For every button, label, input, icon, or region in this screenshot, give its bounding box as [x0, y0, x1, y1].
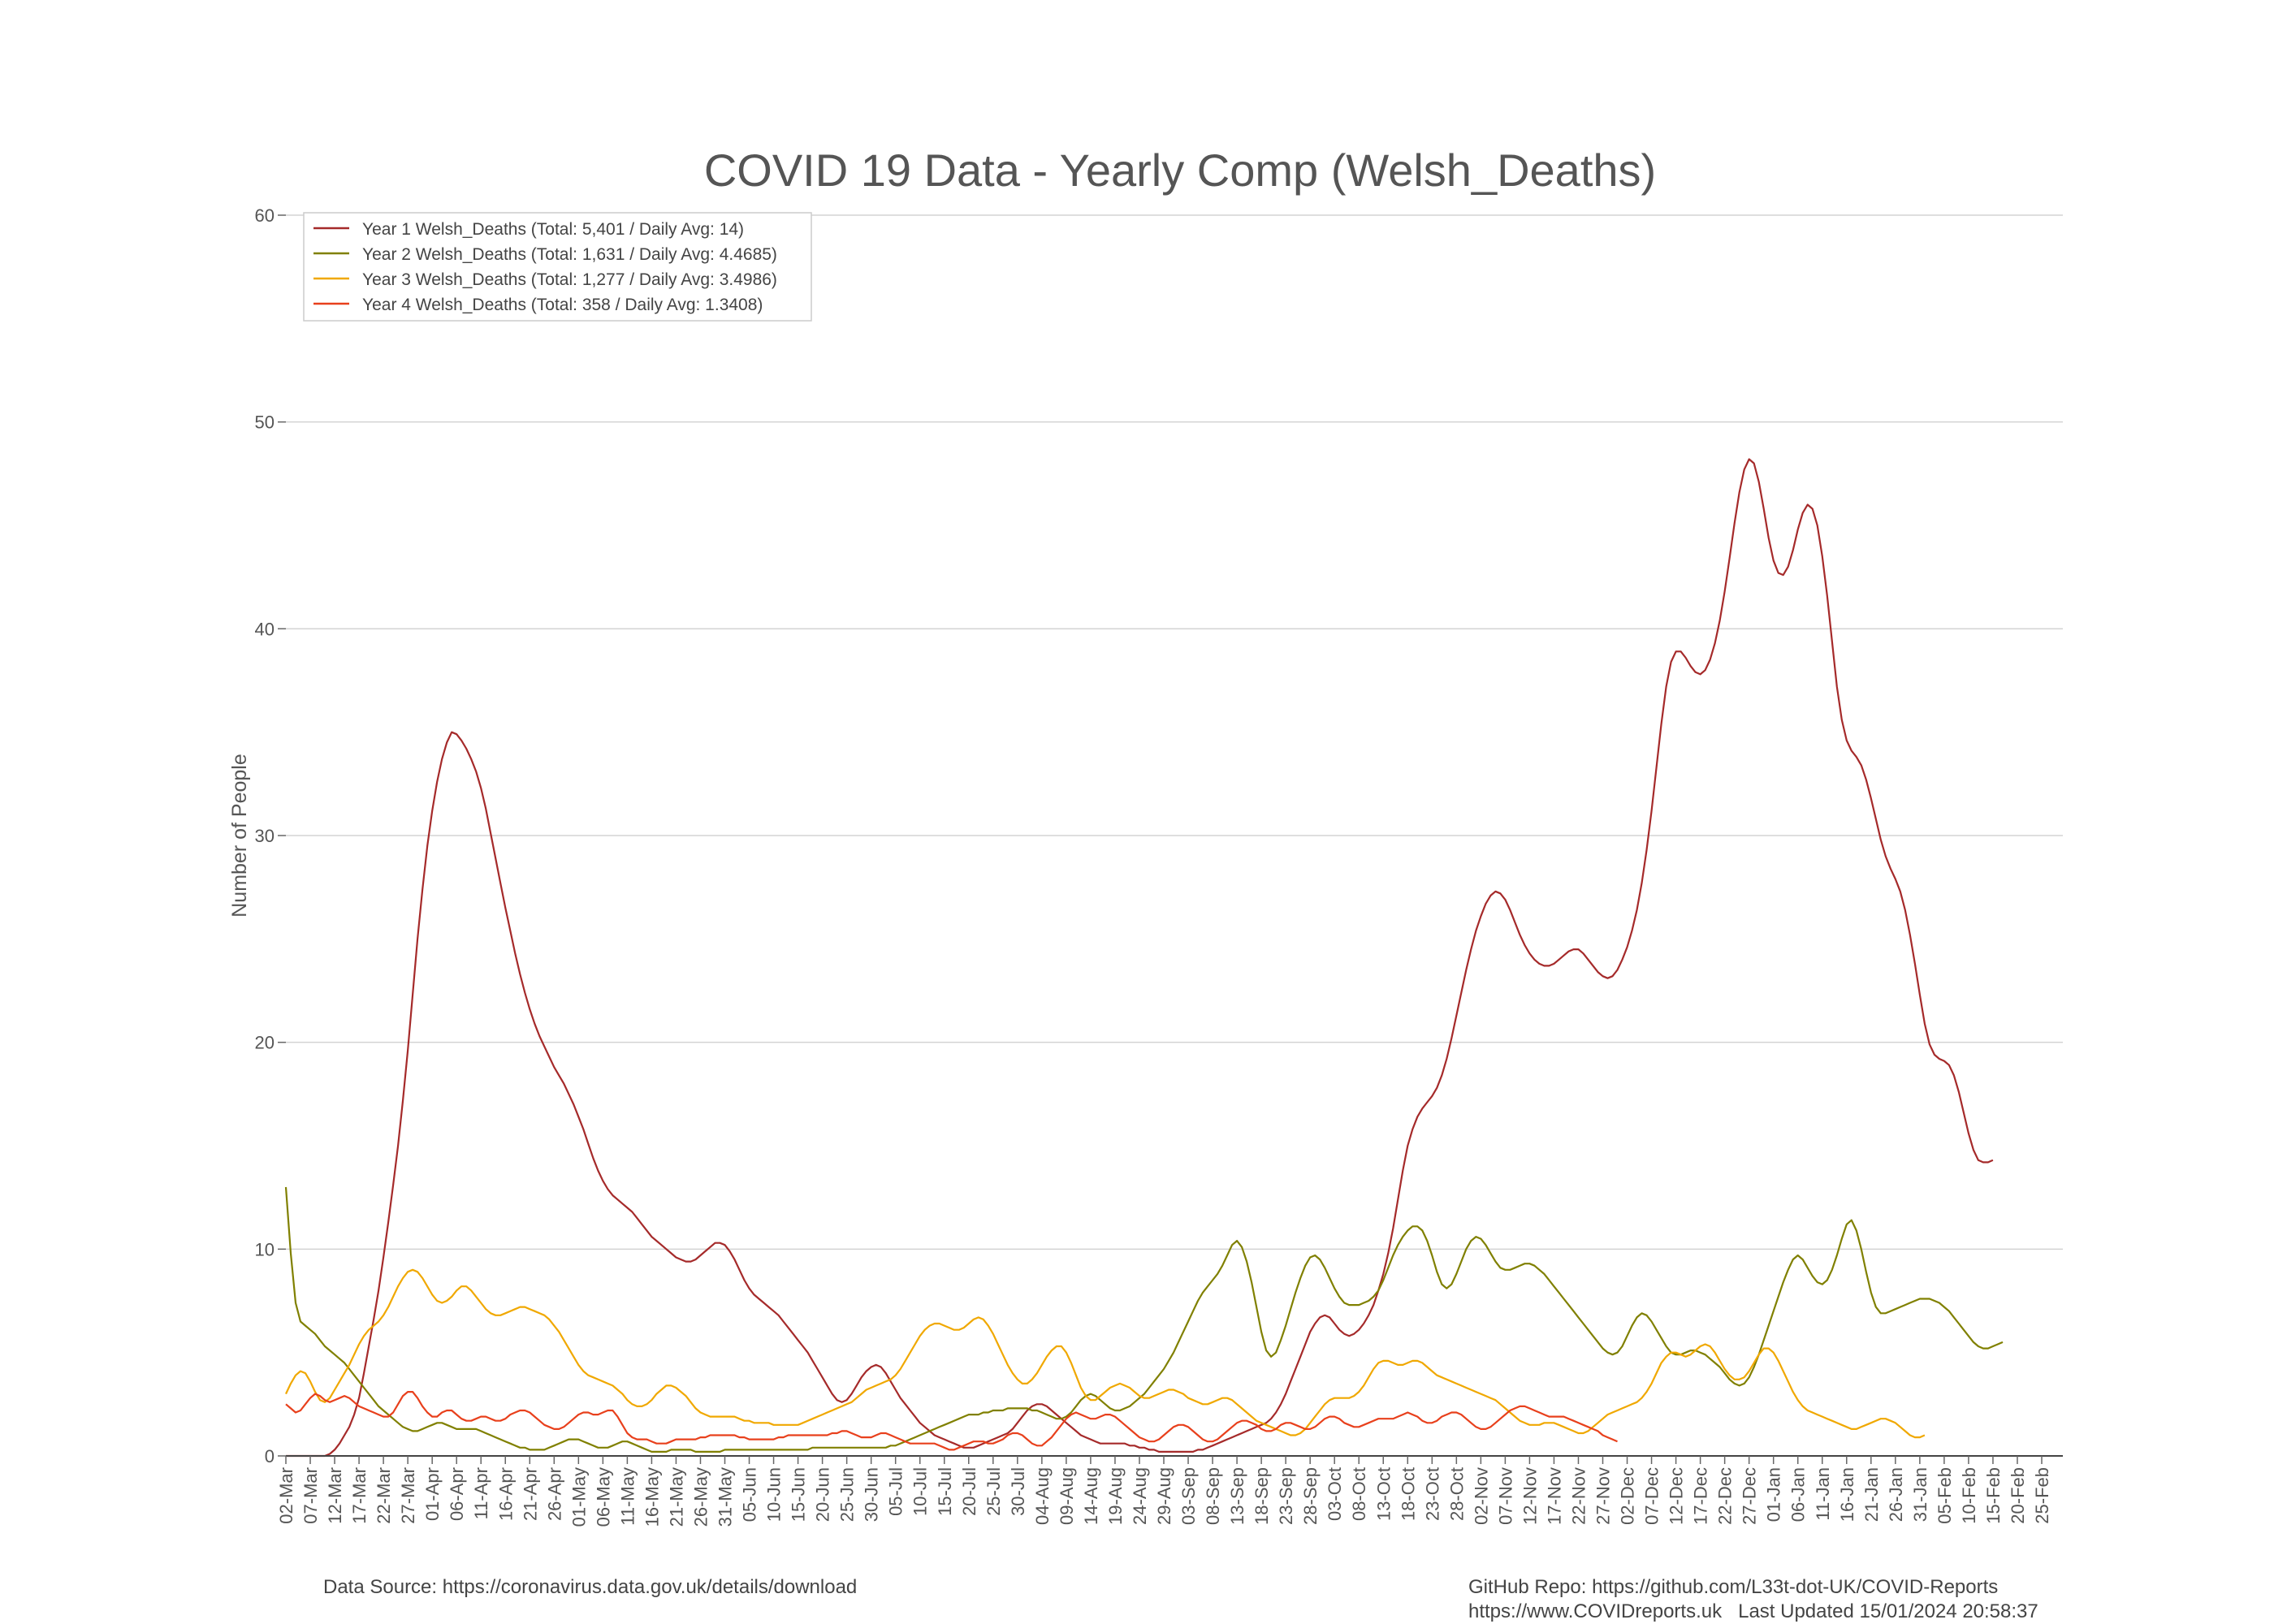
x-tick-label: 06-Apr	[447, 1467, 467, 1521]
x-tick-label: 22-Nov	[1568, 1467, 1589, 1525]
x-tick-label: 09-Aug	[1057, 1467, 1077, 1525]
x-tick-label: 22-Mar	[374, 1467, 394, 1524]
x-tick-label: 05-Feb	[1935, 1467, 1955, 1524]
x-tick-label: 30-Jul	[1008, 1467, 1028, 1516]
x-tick-label: 26-Apr	[544, 1467, 564, 1521]
x-tick-label: 03-Sep	[1178, 1467, 1199, 1525]
y-axis-label: Number of People	[228, 754, 251, 918]
y-axis: 0 10 20 30 40 50 60	[255, 205, 286, 1466]
x-tick-label: 23-Sep	[1276, 1467, 1296, 1525]
legend-entry: Year 4 Welsh_Deaths (Total: 358 / Daily …	[362, 296, 763, 314]
x-tick-label: 18-Oct	[1398, 1467, 1418, 1521]
x-tick-label: 06-Jan	[1788, 1467, 1809, 1522]
x-tick-label: 03-Oct	[1325, 1467, 1345, 1521]
x-tick-label: 20-Jul	[959, 1467, 979, 1516]
x-tick-label: 28-Sep	[1300, 1467, 1321, 1525]
footer-data-source: Data Source: https://coronavirus.data.go…	[323, 1576, 858, 1598]
x-tick-label: 15-Feb	[1983, 1467, 2004, 1524]
x-tick-label: 26-May	[690, 1467, 711, 1527]
x-tick-label: 02-Mar	[276, 1467, 296, 1524]
series-line-year-2	[284, 1186, 2004, 1453]
x-tick-label: 07-Mar	[300, 1467, 321, 1524]
y-tick-label: 60	[255, 205, 275, 226]
x-tick-label: 16-Apr	[495, 1467, 516, 1521]
x-tick-label: 25-Feb	[2032, 1467, 2052, 1524]
x-tick-label: 12-Nov	[1520, 1467, 1540, 1525]
x-tick-label: 11-Apr	[471, 1467, 491, 1519]
y-tick-label: 0	[265, 1446, 275, 1466]
x-tick-label: 07-Nov	[1495, 1467, 1515, 1525]
x-tick-label: 28-Oct	[1446, 1467, 1467, 1521]
legend: Year 1 Welsh_Deaths (Total: 5,401 / Dail…	[303, 212, 812, 322]
x-tick-label: 24-Aug	[1130, 1467, 1150, 1525]
x-tick-label: 19-Aug	[1105, 1467, 1126, 1525]
legend-entry: Year 2 Welsh_Deaths (Total: 1,631 / Dail…	[362, 245, 777, 264]
y-tick-label: 40	[255, 619, 275, 639]
x-tick-label: 27-Dec	[1740, 1467, 1760, 1525]
x-tick-label: 13-Sep	[1227, 1467, 1247, 1525]
x-tick-label: 17-Mar	[349, 1467, 370, 1524]
y-tick-label: 30	[255, 826, 275, 846]
series-line-year-3	[285, 1268, 1926, 1439]
x-tick-label: 12-Mar	[325, 1467, 345, 1524]
legend-entry: Year 3 Welsh_Deaths (Total: 1,277 / Dail…	[362, 270, 777, 289]
x-tick-label: 08-Sep	[1203, 1467, 1223, 1525]
x-tick-label: 01-May	[568, 1467, 589, 1527]
y-tick-label: 10	[255, 1239, 275, 1259]
x-tick-label: 01-Apr	[422, 1467, 443, 1521]
x-tick-label: 20-Jun	[813, 1467, 833, 1522]
x-tick-label: 31-May	[715, 1467, 736, 1527]
x-tick-label: 25-Jun	[837, 1467, 858, 1522]
legend-entry: Year 1 Welsh_Deaths (Total: 5,401 / Dail…	[362, 220, 744, 239]
x-tick-label: 11-May	[617, 1467, 638, 1526]
y-tick-label: 20	[255, 1033, 275, 1053]
footer-github-repo: GitHub Repo: https://github.com/L33t-dot…	[1468, 1576, 1999, 1598]
x-tick-label: 02-Dec	[1618, 1467, 1638, 1525]
x-tick-label: 13-Oct	[1373, 1467, 1394, 1521]
x-tick-label: 31-Jan	[1910, 1467, 1930, 1522]
x-tick-label: 10-Feb	[1959, 1467, 1979, 1524]
x-tick-label: 06-May	[593, 1467, 613, 1527]
x-tick-label: 04-Aug	[1032, 1467, 1053, 1525]
x-tick-label: 10-Jul	[910, 1467, 931, 1516]
x-tick-label: 05-Jul	[886, 1467, 906, 1516]
series-line-year-1	[286, 458, 1994, 1458]
x-tick-label: 21-May	[666, 1467, 686, 1527]
x-tick-label: 14-Aug	[1081, 1467, 1101, 1525]
y-tick-label: 50	[255, 412, 275, 433]
x-tick-label: 23-Oct	[1422, 1467, 1442, 1521]
x-tick-label: 02-Nov	[1471, 1467, 1491, 1525]
x-tick-label: 16-Jan	[1837, 1467, 1857, 1522]
x-tick-label: 15-Jul	[935, 1467, 955, 1516]
series-lines	[284, 458, 2004, 1458]
x-axis: 02-Mar 07-Mar 12-Mar 17-Mar 22-Mar 27-Mar 01-A…	[276, 1455, 2063, 1527]
chart-title: COVID 19 Data - Yearly Comp (Welsh_Death…	[704, 145, 1656, 196]
x-tick-label: 16-May	[642, 1467, 662, 1527]
x-tick-label: 11-Jan	[1813, 1467, 1833, 1521]
x-tick-label: 27-Mar	[398, 1467, 418, 1524]
x-tick-label: 17-Dec	[1691, 1467, 1711, 1525]
x-tick-label: 30-Jun	[862, 1467, 882, 1522]
x-tick-label: 25-Jul	[984, 1467, 1004, 1516]
x-tick-label: 15-Jun	[789, 1467, 809, 1522]
x-tick-label: 17-Nov	[1544, 1467, 1564, 1525]
x-tick-label: 10-Jun	[764, 1467, 785, 1522]
x-tick-label: 18-Sep	[1252, 1467, 1272, 1525]
x-tick-label: 21-Apr	[520, 1467, 540, 1521]
x-tick-label: 08-Oct	[1349, 1467, 1369, 1521]
x-tick-label: 05-Jun	[740, 1467, 760, 1522]
legend-frame	[303, 212, 812, 322]
footer-site-updated: https://www.COVIDreports.uk Last Updated…	[1468, 1600, 2038, 1622]
x-tick-label: 27-Nov	[1593, 1467, 1614, 1525]
x-tick-label: 12-Dec	[1667, 1467, 1687, 1525]
x-tick-label: 20-Feb	[2008, 1467, 2028, 1524]
series-line-year-4	[285, 1390, 1618, 1451]
x-tick-label: 29-Aug	[1154, 1467, 1174, 1525]
x-tick-label: 07-Dec	[1642, 1467, 1662, 1525]
x-tick-label: 01-Jan	[1764, 1467, 1784, 1522]
x-tick-label: 26-Jan	[1886, 1467, 1906, 1522]
x-tick-label: 22-Dec	[1715, 1467, 1736, 1525]
x-tick-label: 21-Jan	[1861, 1467, 1882, 1522]
